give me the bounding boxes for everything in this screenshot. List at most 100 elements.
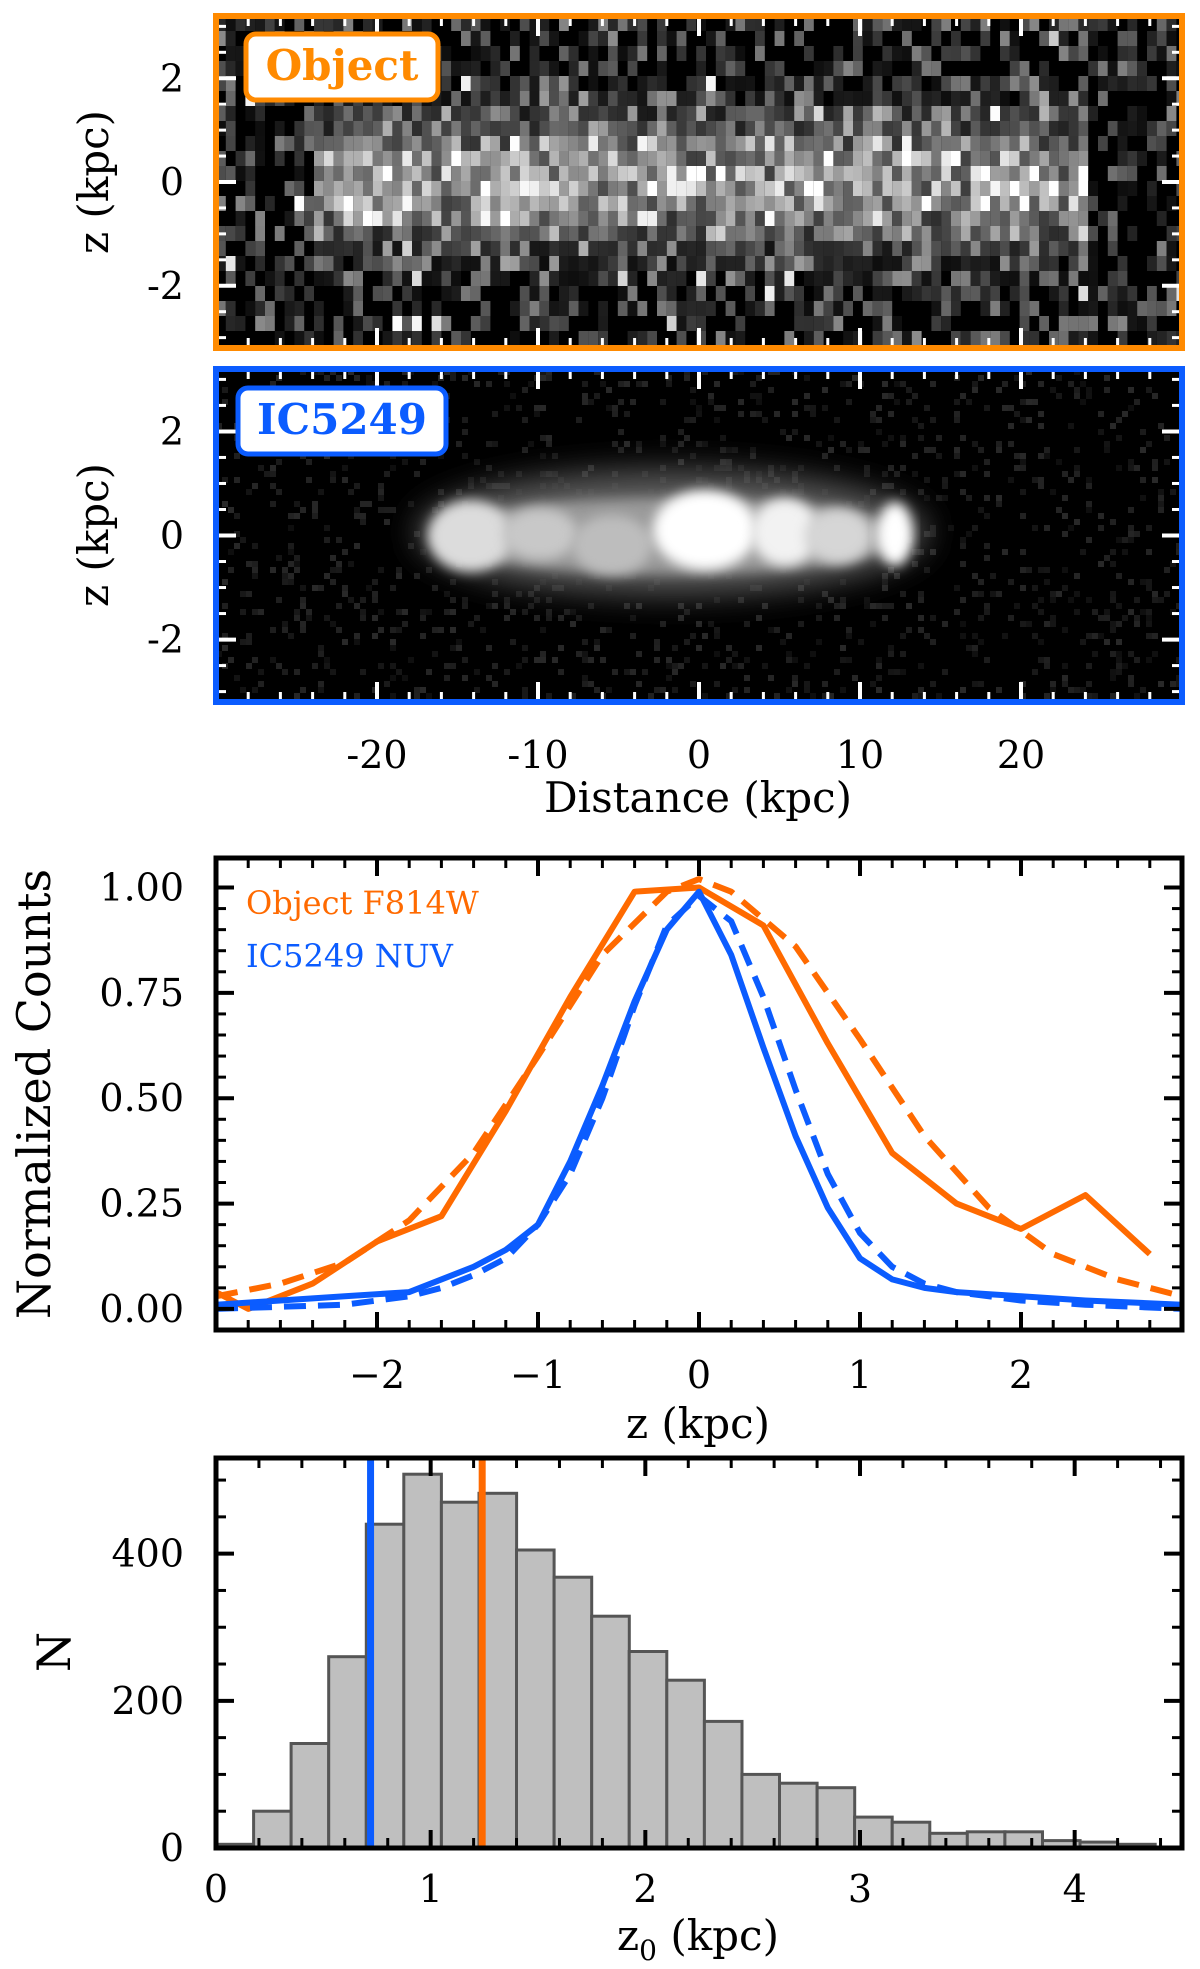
object-pixel xyxy=(461,106,471,121)
object-pixel xyxy=(519,301,530,316)
legend-object-f814w: Object F814W xyxy=(246,884,479,922)
ic5249-pixel xyxy=(996,495,1002,501)
object-pixel xyxy=(755,196,765,211)
object-pixel xyxy=(990,301,1000,316)
object-pixel xyxy=(402,211,412,226)
object-pixel xyxy=(314,16,324,31)
object-pixel xyxy=(686,286,697,301)
object-pixel xyxy=(686,91,697,106)
object-pixel xyxy=(617,106,628,121)
object-pixel xyxy=(833,121,844,136)
object-pixel xyxy=(931,196,942,211)
object-pixel xyxy=(1156,151,1167,166)
object-pixel xyxy=(872,136,883,151)
object-pixel xyxy=(657,61,667,76)
object-pixel xyxy=(627,16,638,31)
object-pixel xyxy=(608,166,618,181)
ic5249-pixel xyxy=(1086,597,1092,603)
ic5249-pixel xyxy=(1098,615,1104,621)
object-pixel xyxy=(676,316,687,331)
ic5249-pixel xyxy=(252,657,258,663)
object-pixel xyxy=(804,136,814,151)
object-pixel xyxy=(441,196,452,211)
ic5249-pixel xyxy=(738,411,744,417)
object-pixel xyxy=(1009,106,1020,121)
object-pixel xyxy=(1058,31,1069,46)
ic5249-pixel xyxy=(1044,663,1050,669)
ic5249-pixel xyxy=(1062,471,1068,477)
ic5249-pixel xyxy=(828,693,834,699)
object-pixel xyxy=(510,196,520,211)
object-pixel xyxy=(970,271,981,286)
object-pixel xyxy=(1127,286,1138,301)
object-pixel xyxy=(872,16,883,31)
ic5249-pixel xyxy=(504,615,510,621)
ic5249-pixel xyxy=(1044,657,1050,663)
object-pixel xyxy=(843,166,853,181)
object-pixel xyxy=(774,256,785,271)
object-pixel xyxy=(666,31,677,46)
object-pixel xyxy=(676,331,687,346)
object-pixel xyxy=(745,151,755,166)
ic5249-label: IC5249 xyxy=(257,395,427,444)
object-pixel xyxy=(392,256,403,271)
object-pixel xyxy=(862,121,873,136)
object-pixel xyxy=(627,196,638,211)
ic5249-pixel xyxy=(660,465,666,471)
ic5249-pixel xyxy=(426,567,432,573)
object-pixel xyxy=(931,91,942,106)
object-pixel xyxy=(637,256,648,271)
object-pixel xyxy=(235,46,246,61)
ic5249-pixel xyxy=(1158,489,1164,495)
object-pixel xyxy=(1000,241,1010,256)
ic5249-pixel xyxy=(600,657,606,663)
object-pixel xyxy=(921,271,932,286)
object-pixel xyxy=(872,271,883,286)
object-pixel xyxy=(617,271,628,286)
object-pixel xyxy=(402,181,412,196)
ic5249-pixel xyxy=(1086,393,1092,399)
object-pixel xyxy=(519,256,530,271)
object-pixel xyxy=(921,196,932,211)
ic5249-pixel xyxy=(1164,591,1170,597)
object-pixel xyxy=(500,211,510,226)
object-pixel xyxy=(412,256,422,271)
object-pixel xyxy=(510,226,520,241)
ic5249-pixel xyxy=(342,477,348,483)
object-pixel xyxy=(333,16,344,31)
ic5249-pixel xyxy=(582,681,588,687)
object-pixel xyxy=(500,271,510,286)
object-pixel xyxy=(1078,46,1089,61)
object-pixel xyxy=(294,16,305,31)
ic5249-pixel xyxy=(846,399,852,405)
ic5249-pixel xyxy=(534,585,540,591)
ic5249-pixel xyxy=(354,633,360,639)
ic5249-pixel xyxy=(1146,579,1152,585)
object-pixel xyxy=(804,256,814,271)
ic5249-pixel xyxy=(1152,459,1158,465)
object-pixel xyxy=(392,271,403,286)
object-pixel xyxy=(931,136,942,151)
ic5249-pixel xyxy=(654,645,660,651)
object-pixel xyxy=(1098,76,1108,91)
object-pixel xyxy=(1049,226,1059,241)
object-pixel xyxy=(363,106,373,121)
ic5249-pixel xyxy=(984,609,990,615)
object-pixel xyxy=(1107,271,1118,286)
object-pixel xyxy=(588,271,599,286)
object-pixel xyxy=(804,106,814,121)
ic5249-pixel xyxy=(756,393,762,399)
object-pixel xyxy=(637,106,648,121)
object-pixel xyxy=(725,256,736,271)
ic5249-pixel xyxy=(804,681,810,687)
object-pixel xyxy=(519,226,530,241)
ic5249-pixel xyxy=(972,441,978,447)
object-pixel xyxy=(1019,226,1030,241)
ic5249-pixel xyxy=(1074,609,1080,615)
object-pixel xyxy=(657,286,667,301)
ic5249-pixel xyxy=(720,663,726,669)
object-pixel xyxy=(902,211,912,226)
ic5249-pixel xyxy=(1026,621,1032,627)
object-pixel xyxy=(578,301,589,316)
ic5249-pixel xyxy=(228,507,234,513)
